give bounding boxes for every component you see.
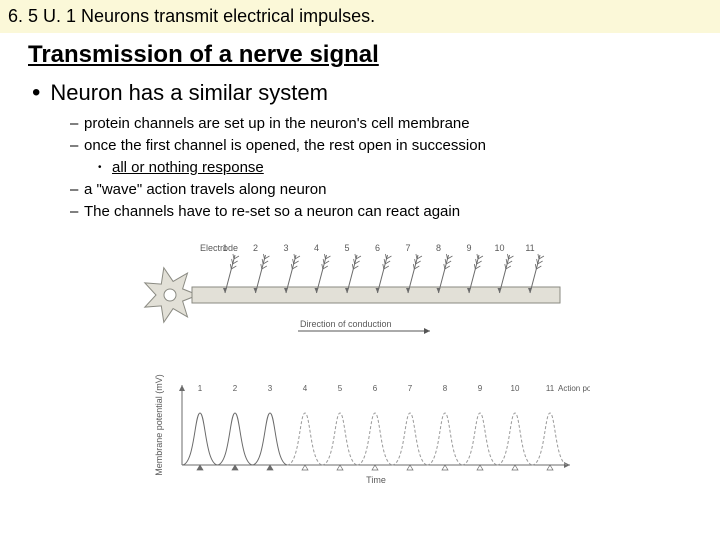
main-bullet-text: Neuron has a similar system [50,79,328,107]
svg-text:Direction of conduction: Direction of conduction [300,319,392,329]
page-title: Transmission of a nerve signal [28,41,692,69]
svg-text:11: 11 [546,384,555,393]
sub-text: a "wave" action travels along neuron [84,179,326,201]
sub-item: – The channels have to re-set so a neuro… [70,201,692,223]
svg-text:6: 6 [375,243,380,253]
svg-text:Electrode: Electrode [200,243,238,253]
svg-text:10: 10 [511,384,520,393]
sub-text: once the first channel is opened, the re… [84,135,486,157]
content-area: Transmission of a nerve signal • Neuron … [0,33,720,490]
dash-icon: – [70,201,84,223]
svg-text:2: 2 [253,243,258,253]
header-bar: 6. 5 U. 1 Neurons transmit electrical im… [0,0,720,33]
bullet-dot-icon: • [32,79,40,107]
svg-text:4: 4 [303,384,308,393]
svg-text:Membrane potential (mV): Membrane potential (mV) [154,374,164,476]
subsub-text: all or nothing response [112,157,264,179]
svg-text:2: 2 [233,384,238,393]
sub-list: – protein channels are set up in the neu… [70,113,692,223]
svg-text:9: 9 [466,243,471,253]
nerve-signal-diagram: Electrode1234567891011 Direction of cond… [130,235,590,485]
dash-icon: – [70,113,84,135]
subsub-item: • all or nothing response [98,157,692,179]
svg-text:1: 1 [222,243,227,253]
header-text: 6. 5 U. 1 Neurons transmit electrical im… [8,6,375,26]
diagram-container: Electrode1234567891011 Direction of cond… [28,235,692,490]
svg-text:6: 6 [373,384,378,393]
dash-icon: – [70,135,84,157]
svg-text:9: 9 [478,384,483,393]
svg-text:1: 1 [198,384,203,393]
dash-icon: – [70,179,84,201]
svg-text:5: 5 [338,384,343,393]
svg-text:8: 8 [443,384,448,393]
svg-text:3: 3 [268,384,273,393]
svg-text:3: 3 [283,243,288,253]
svg-text:4: 4 [314,243,319,253]
sub-item: – a "wave" action travels along neuron [70,179,692,201]
sub-text: protein channels are set up in the neuro… [84,113,470,135]
svg-text:Action potential: Action potential [558,384,590,393]
svg-text:7: 7 [405,243,410,253]
svg-text:Time: Time [366,475,386,485]
sub-item: – once the first channel is opened, the … [70,135,692,157]
svg-text:7: 7 [408,384,413,393]
main-bullet-row: • Neuron has a similar system [32,79,692,107]
svg-text:10: 10 [494,243,504,253]
svg-text:11: 11 [525,243,534,253]
sub-item: – protein channels are set up in the neu… [70,113,692,135]
svg-text:5: 5 [344,243,349,253]
sub-text: The channels have to re-set so a neuron … [84,201,460,223]
disc-icon: • [98,157,112,179]
svg-text:8: 8 [436,243,441,253]
